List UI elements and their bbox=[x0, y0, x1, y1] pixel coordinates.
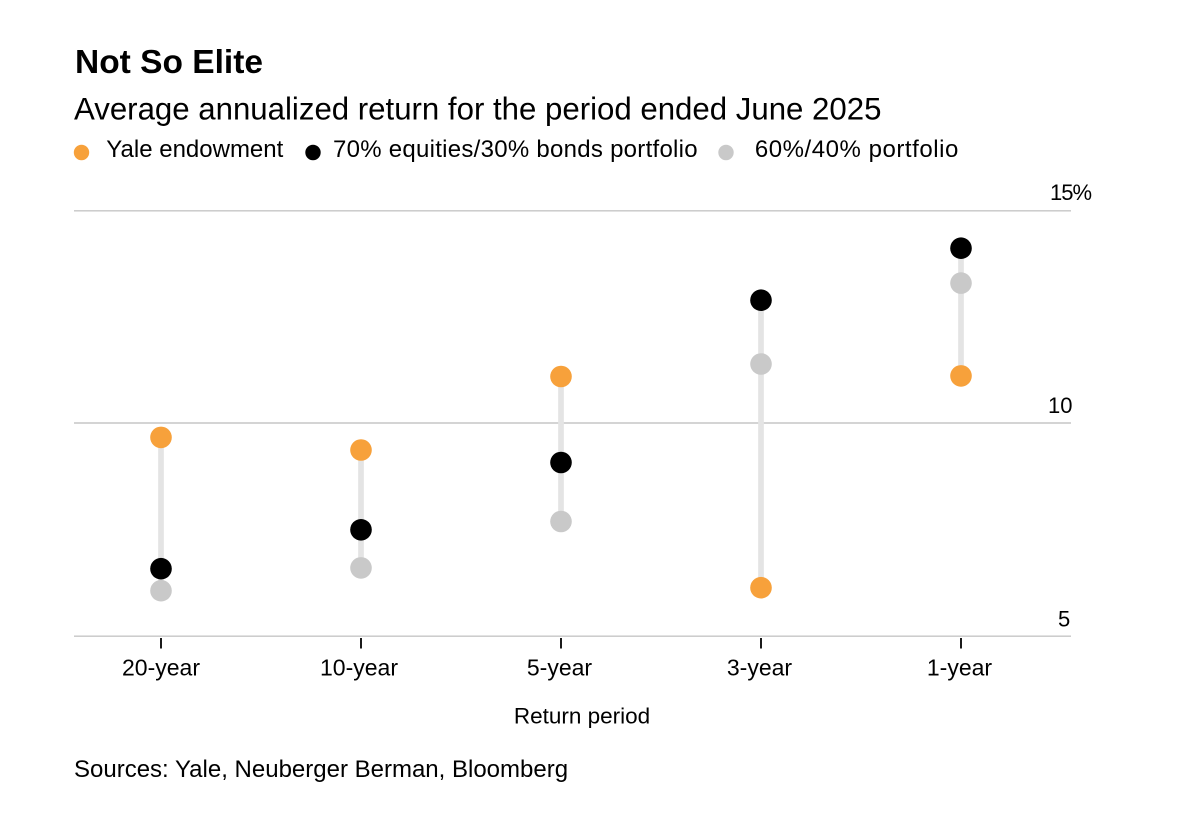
svg-text:10: 10 bbox=[1048, 393, 1072, 418]
svg-text:Yale endowment: Yale endowment bbox=[106, 136, 283, 163]
svg-text:Sources: Yale, Neuberger Berma: Sources: Yale, Neuberger Berman, Bloombe… bbox=[74, 756, 568, 783]
svg-text:Return period: Return period bbox=[514, 704, 650, 729]
svg-text:15%: 15% bbox=[1050, 180, 1091, 205]
svg-text:5-year: 5-year bbox=[527, 655, 593, 681]
svg-text:5: 5 bbox=[1058, 606, 1070, 631]
svg-text:10-year: 10-year bbox=[320, 655, 398, 681]
svg-text:1-year: 1-year bbox=[927, 655, 993, 681]
svg-text:20-year: 20-year bbox=[122, 655, 200, 681]
svg-text:60%/40% portfolio: 60%/40% portfolio bbox=[755, 136, 959, 163]
svg-text:Not So Elite: Not So Elite bbox=[75, 44, 263, 81]
svg-text:Average annualized return for: Average annualized return for the period… bbox=[74, 92, 881, 127]
svg-text:3-year: 3-year bbox=[727, 655, 793, 681]
svg-text:70% equities/30% bonds portfol: 70% equities/30% bonds portfolio bbox=[333, 136, 698, 163]
